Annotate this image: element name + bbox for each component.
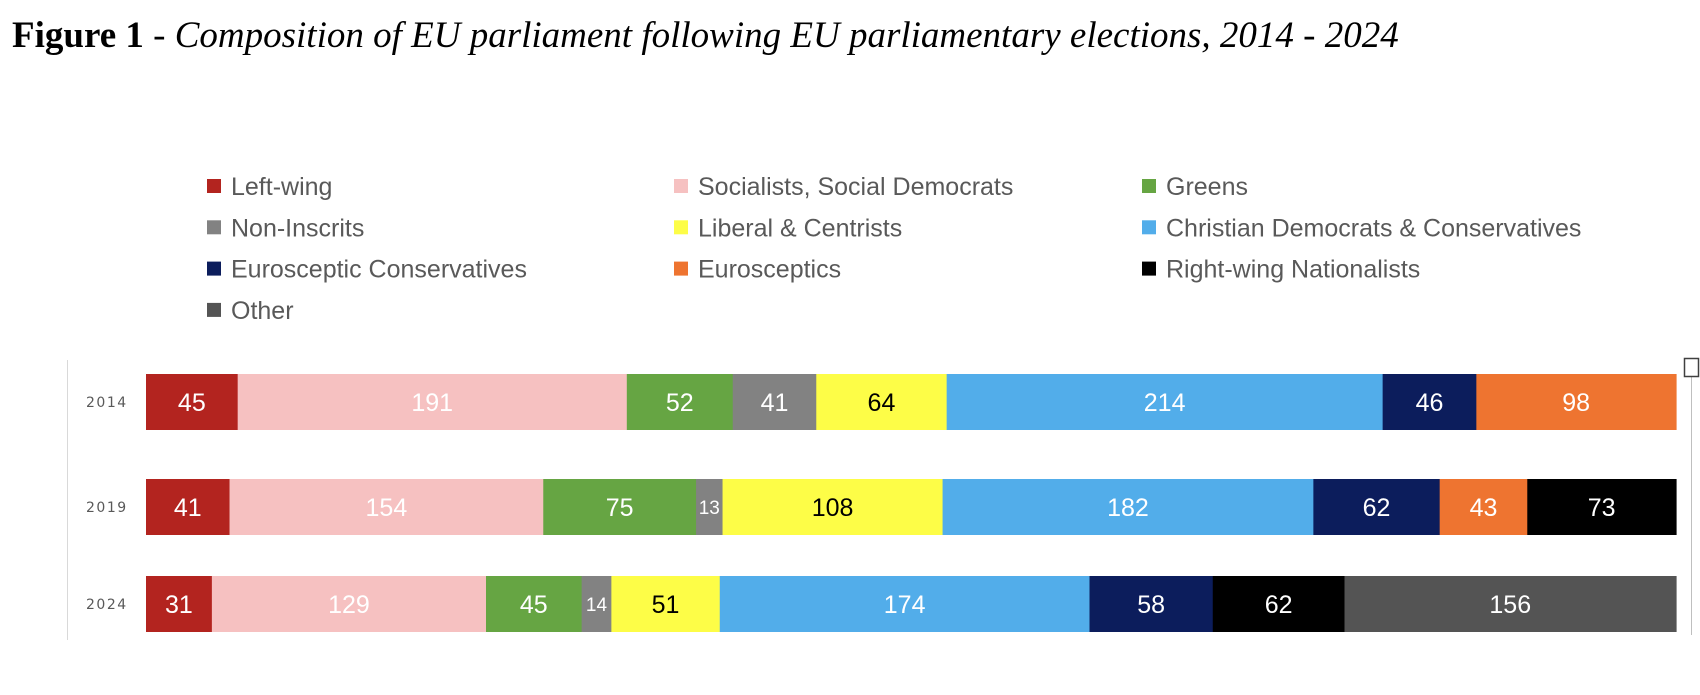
bar-segment-right-wing-nationalists [1527, 479, 1677, 535]
data-label: 45 [178, 389, 206, 417]
data-label: 108 [812, 494, 854, 522]
legend-swatch [1142, 179, 1156, 193]
legend-swatch [674, 179, 688, 193]
legend-item-eurosceptics: Eurosceptics [674, 256, 841, 284]
bar-segment-christian-democrats-and-conservatives [719, 576, 1091, 632]
data-label: 51 [652, 591, 680, 619]
bar-segment-greens [486, 576, 583, 632]
bar-segment-non-inscrits [732, 374, 817, 430]
bar-segment-left-wing [146, 576, 213, 632]
bar-segment-eurosceptics [1439, 479, 1528, 535]
legend-label: Other [231, 297, 294, 325]
bar-row-2019: 2019 41 154 75 13 108 182 62 43 73 [86, 479, 1677, 535]
legend-label: Greens [1166, 173, 1248, 201]
bar-segment-non-inscrits [696, 479, 724, 535]
bar-segment-socialists-social-democrats [237, 374, 628, 430]
legend-item-left-wing: Left-wing [207, 173, 332, 201]
bar-segment-eurosceptic-conservatives [1089, 576, 1214, 632]
data-label: 129 [328, 591, 370, 619]
corner-handle-icon [1683, 357, 1700, 378]
bar-segment-eurosceptics [1476, 374, 1677, 430]
data-label: 41 [761, 389, 789, 417]
legend-item-greens: Greens [1142, 173, 1248, 201]
data-label: 154 [366, 494, 408, 522]
legend-item-liberal-and-centrists: Liberal & Centrists [674, 214, 902, 242]
legend-item-eurosceptic-conservatives: Eurosceptic Conservatives [207, 256, 527, 284]
figure-separator: - [143, 15, 175, 56]
chart-axis [67, 357, 1700, 640]
bar-segment-christian-democrats-and-conservatives [942, 479, 1314, 535]
legend-swatch [207, 302, 221, 317]
bar-segment-left-wing [146, 479, 231, 535]
legend-swatch [207, 179, 221, 193]
chart-legend: Left-wing Socialists, Social Democrats Gre… [207, 173, 1581, 325]
bar-segment-socialists-social-democrats [211, 576, 487, 632]
bar-row-2024: 2024 31 129 45 14 51 174 58 62 156 [86, 576, 1677, 632]
category-tick-label: 2019 [86, 500, 128, 516]
data-label: 62 [1265, 591, 1293, 619]
figure-label: Figure 1 [12, 15, 144, 56]
data-label: 41 [174, 494, 202, 522]
legend-item-other: Other [207, 297, 294, 325]
data-label: 214 [1144, 389, 1186, 417]
bar-segment-left-wing [146, 374, 239, 430]
data-label: 46 [1416, 389, 1444, 417]
legend-label: Socialists, Social Democrats [698, 173, 1013, 201]
legend-label: Left-wing [231, 173, 332, 201]
legend-label: Right-wing Nationalists [1166, 256, 1420, 284]
legend-label: Eurosceptic Conservatives [231, 256, 527, 284]
bar-segment-other [1344, 576, 1677, 632]
bar-segment-christian-democrats-and-conservatives [946, 374, 1384, 430]
category-tick-label: 2024 [86, 597, 128, 613]
bar-segment-right-wing-nationalists [1212, 576, 1346, 632]
bar-segment-socialists-social-democrats [229, 479, 544, 535]
figure-heading: Figure 1 - Composition of EU parliament … [12, 14, 1399, 57]
data-label: 14 [586, 595, 608, 616]
data-label: 174 [884, 591, 926, 619]
data-label: 62 [1363, 494, 1391, 522]
legend-swatch [1142, 220, 1156, 235]
bar-segment-eurosceptic-conservatives [1313, 479, 1441, 535]
bar-segment-non-inscrits [581, 576, 612, 632]
data-label: 191 [411, 389, 453, 417]
category-tick-label: 2014 [86, 395, 128, 411]
data-label: 75 [606, 494, 634, 522]
data-label: 182 [1107, 494, 1149, 522]
bar-segment-eurosceptic-conservatives [1382, 374, 1477, 430]
bar-segment-liberal-and-centrists [816, 374, 948, 430]
data-label: 98 [1562, 389, 1590, 417]
legend-item-non-inscrits: Non-Inscrits [207, 214, 364, 242]
bar-segment-greens [626, 374, 734, 430]
bar-row-2014: 2014 45 191 52 41 64 214 46 98 [86, 374, 1677, 430]
bar-segment-greens [543, 479, 697, 535]
legend-item-socialists-social-democrats: Socialists, Social Democrats [674, 173, 1013, 201]
chart-bars: 2014 45 191 52 41 64 214 46 98 2019 41 154 75 13 108 18… [86, 374, 1677, 632]
data-label: 52 [666, 389, 694, 417]
data-label: 156 [1489, 591, 1531, 619]
legend-swatch [207, 220, 221, 235]
legend-label: Liberal & Centrists [698, 214, 902, 242]
bar-segment-liberal-and-centrists [611, 576, 721, 632]
legend-swatch [674, 261, 688, 276]
legend-swatch [207, 261, 221, 276]
legend-label: Eurosceptics [698, 256, 841, 284]
legend-swatch [1142, 261, 1156, 276]
legend-item-christian-democrats-and-conservatives: Christian Democrats & Conservatives [1142, 214, 1581, 242]
legend-label: Christian Democrats & Conservatives [1166, 214, 1581, 242]
data-label: 13 [699, 498, 720, 519]
legend-item-right-wing-nationalists: Right-wing Nationalists [1142, 256, 1420, 284]
legend-swatch [674, 220, 688, 235]
data-label: 45 [520, 591, 548, 619]
legend-label: Non-Inscrits [231, 214, 364, 242]
figure-title: Composition of EU parliament following E… [174, 15, 1399, 56]
data-label: 64 [868, 389, 896, 417]
data-label: 31 [165, 591, 193, 619]
data-label: 73 [1588, 494, 1616, 522]
bar-segment-liberal-and-centrists [722, 479, 944, 535]
data-label: 43 [1470, 494, 1498, 522]
data-label: 58 [1137, 591, 1165, 619]
